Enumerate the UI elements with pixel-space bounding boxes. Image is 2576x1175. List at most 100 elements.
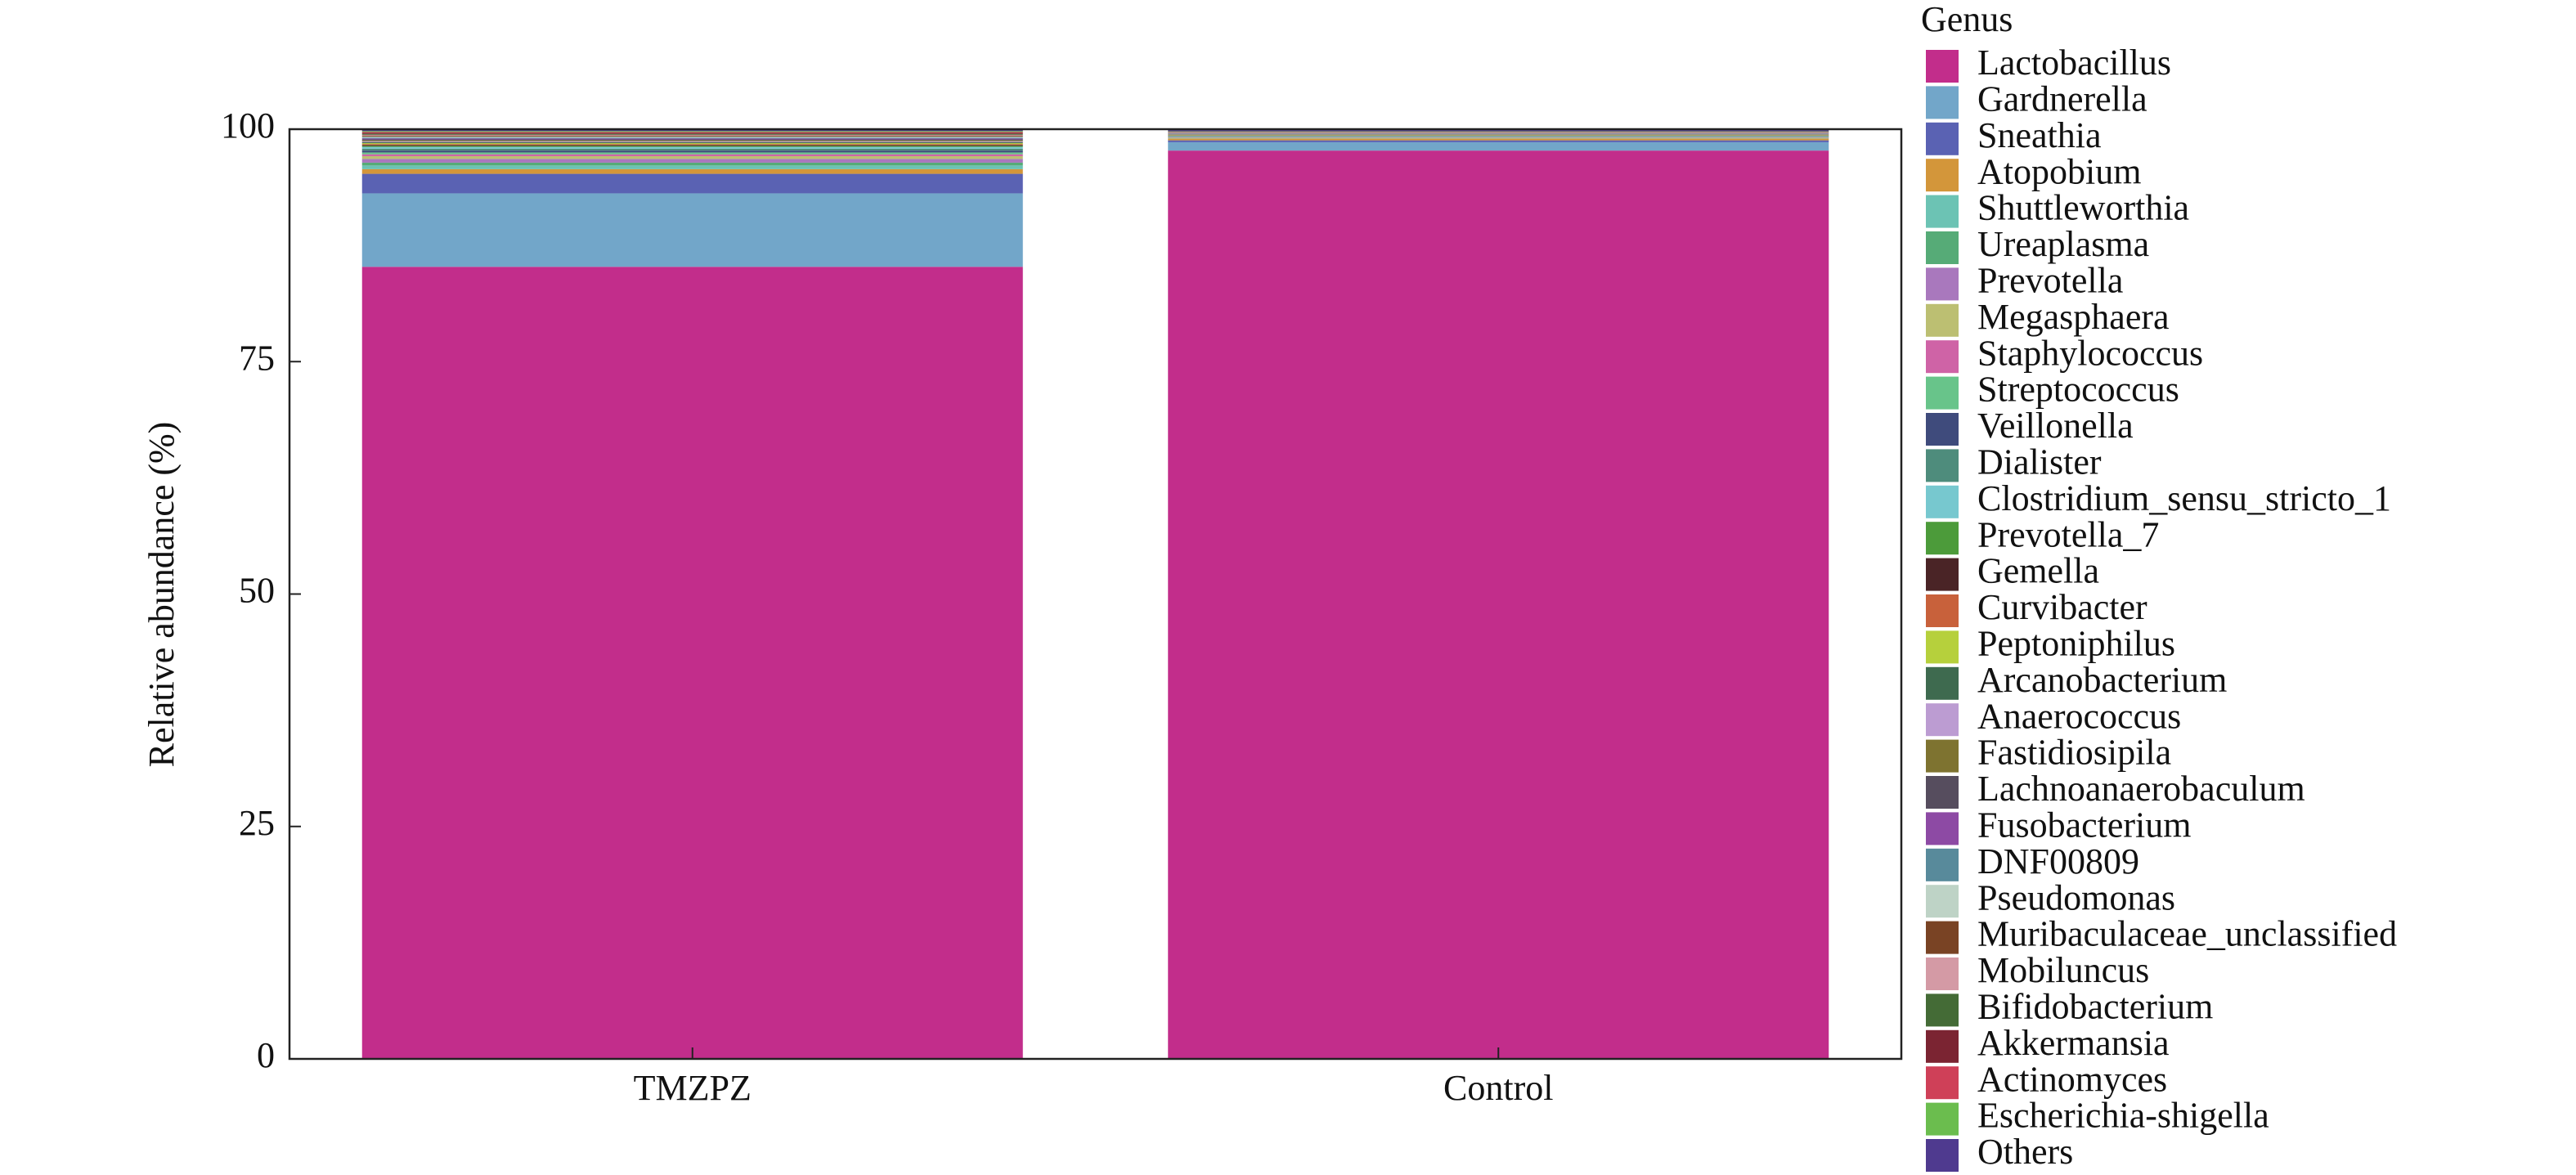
legend-label: Sneathia [1977, 115, 2102, 155]
legend-swatch [1926, 303, 1959, 337]
legend-label: Mobiluncus [1977, 950, 2149, 990]
legend-swatch [1926, 812, 1959, 845]
bar-segment [361, 139, 1023, 141]
legend-label: Muribaculaceae_unclassified [1977, 914, 2397, 954]
bar-segment [361, 152, 1023, 155]
legend-swatch [1926, 413, 1959, 446]
y-tick-label: 0 [257, 1035, 275, 1075]
legend-label: Prevotella [1977, 260, 2123, 300]
bar-segment [361, 131, 1023, 132]
bar-segment [361, 137, 1023, 139]
bar-segment [361, 141, 1023, 142]
bar-segment [361, 168, 1023, 174]
bar-segment [361, 159, 1023, 163]
bar-segment [361, 165, 1023, 169]
legend-label: Prevotella_7 [1977, 514, 2159, 554]
bar-segment [361, 162, 1023, 166]
legend-swatch [1926, 630, 1959, 664]
legend-label: Lachnoanaerobaculum [1977, 769, 2305, 809]
legend-label: Escherichia-shigella [1977, 1096, 2269, 1136]
legend-label: Bifidobacterium [1977, 986, 2213, 1026]
legend-label: Gemella [1977, 551, 2099, 591]
y-axis-label: Relative abundance (%) [141, 422, 182, 768]
legend-swatch [1926, 848, 1959, 881]
legend-swatch [1926, 340, 1959, 374]
bar-segment [1168, 150, 1829, 1059]
legend-label: Arcanobacterium [1977, 660, 2227, 700]
bar-segment [361, 132, 1023, 134]
legend-label: Staphylococcus [1977, 333, 2203, 373]
legend-swatch [1926, 957, 1959, 990]
legend-label: Streptococcus [1977, 370, 2179, 410]
bar-segment [361, 146, 1023, 149]
legend-label: Megasphaera [1977, 297, 2170, 337]
legend-swatch [1926, 921, 1959, 954]
legend-label: Others [1977, 1132, 2073, 1172]
bar-segment [361, 145, 1023, 146]
legend-label: Atopobium [1977, 151, 2141, 191]
bar-segment [361, 267, 1023, 1059]
legend-swatch [1926, 1102, 1959, 1136]
legend-label: Curvibacter [1977, 587, 2147, 627]
x-tick-label: Control [1443, 1068, 1553, 1108]
bar-segment [361, 138, 1023, 140]
legend-swatch [1926, 1029, 1959, 1063]
legend-swatch [1926, 267, 1959, 301]
legend-swatch [1926, 1066, 1959, 1100]
bar-segment [361, 141, 1023, 144]
legend-swatch [1926, 376, 1959, 410]
legend-label: Actinomyces [1977, 1059, 2167, 1099]
legend-swatch [1926, 703, 1959, 737]
legend-swatch [1926, 231, 1959, 264]
legend-label: Shuttleworthia [1977, 188, 2189, 228]
legend-swatch [1926, 594, 1959, 627]
legend-swatch [1926, 666, 1959, 700]
legend-label: Clostridium_sensu_stricto_1 [1977, 478, 2391, 518]
bar-segment [361, 154, 1023, 156]
legend-swatch [1926, 885, 1959, 918]
legend-label: Dialister [1977, 442, 2102, 482]
legend-swatch [1926, 776, 1959, 809]
legend-label: Gardnerella [1977, 78, 2147, 119]
legend-label: Anaerococcus [1977, 696, 2181, 736]
bar-segment [361, 193, 1023, 267]
legend-swatch [1926, 449, 1959, 482]
legend-swatch [1926, 1139, 1959, 1172]
bar-segment [361, 148, 1023, 151]
y-tick-label: 100 [221, 105, 275, 146]
legend-label: Fastidiosipila [1977, 733, 2171, 773]
legend-swatch [1926, 50, 1959, 83]
bar-segment [1168, 138, 1829, 141]
y-tick-label: 75 [239, 338, 275, 378]
bar-segment [361, 133, 1023, 135]
legend-label: Akkermansia [1977, 1023, 2170, 1063]
bar-segment [361, 134, 1023, 136]
x-tick-label: TMZPZ [634, 1068, 752, 1108]
legend-swatch [1926, 485, 1959, 518]
legend-swatch [1926, 195, 1959, 228]
bar-segment [361, 144, 1023, 146]
y-tick-label: 25 [239, 803, 275, 843]
bar-segment [361, 135, 1023, 137]
legend-swatch [1926, 86, 1959, 119]
legend-title: Genus [1921, 0, 2013, 39]
legend-swatch [1926, 159, 1959, 192]
bar-segment [361, 150, 1023, 153]
bar-segment [1168, 141, 1829, 151]
legend-label: Pseudomonas [1977, 877, 2175, 917]
bar-segment [361, 173, 1023, 194]
bar-segment [361, 143, 1023, 145]
legend-label: Peptoniphilus [1977, 623, 2175, 663]
legend-swatch [1926, 993, 1959, 1027]
legend-swatch [1926, 122, 1959, 155]
y-tick-label: 50 [239, 571, 275, 611]
legend-label: DNF00809 [1977, 841, 2139, 881]
legend-label: Ureaplasma [1977, 224, 2149, 264]
bar-segment [361, 155, 1023, 159]
legend-swatch [1926, 522, 1959, 555]
legend-label: Fusobacterium [1977, 805, 2192, 845]
legend-swatch [1926, 739, 1959, 773]
bar-segment [1168, 140, 1829, 142]
